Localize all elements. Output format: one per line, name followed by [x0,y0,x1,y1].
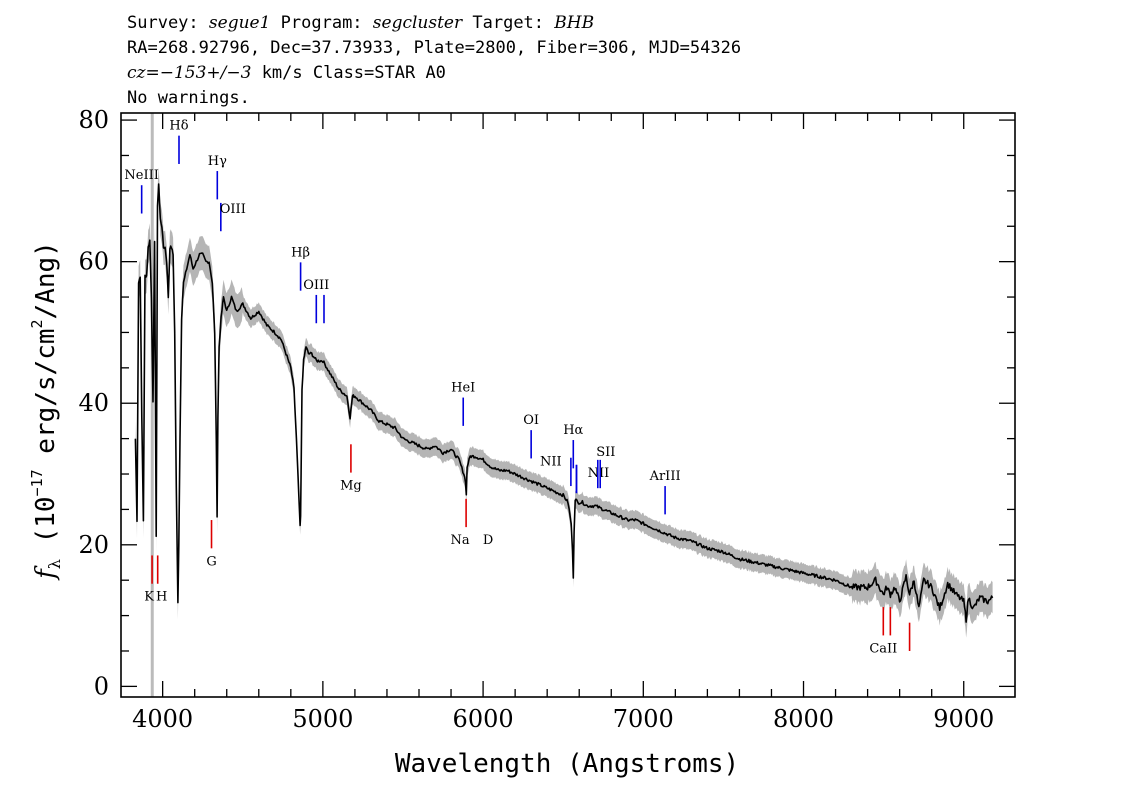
line-label-nii: NII [540,455,562,470]
line-label-hei: HeI [451,381,475,396]
program-label: Program: [280,13,363,33]
line-label-na: Na [451,533,470,548]
x-tick-label: 4000 [132,705,193,733]
plot-border [120,112,1016,698]
line-label-oiii: OIII [303,278,329,293]
axis-ticks: 4000 5000 6000 7000 8000 9000 0 20 40 60 80 [78,106,1015,733]
class-info: km/s Class=STAR A0 [251,63,446,83]
error-band [135,167,993,638]
x-axis-title: Wavelength (Angstroms) [395,749,739,779]
y-tick-label: 40 [78,389,109,417]
line-label-sii: SII [596,445,615,460]
y-tick-label: 20 [78,531,109,559]
x-tick-label: 8000 [773,705,834,733]
x-tick-label: 7000 [613,705,674,733]
program-value: segcluster [372,13,463,33]
survey-label: Survey: [127,13,199,33]
line-label-h: Hα [563,423,583,438]
target-label: Target: [472,13,545,33]
x-tick-label: 6000 [453,705,514,733]
line-marker-layer: NeIIIHδHγOIIIHβOIIIHeIOINIIHαNIISIIArIII… [124,119,911,656]
header-line-1: Survey: segue1 Program: segcluster Targe… [127,13,594,33]
line-label-h: H [156,590,167,605]
y-tick-label: 60 [78,248,109,276]
x-tick-label: 5000 [292,705,353,733]
line-label-h: Hδ [169,119,188,134]
y-axis-title: fλ (10−17 erg/s/cm2/Ang) [28,241,64,581]
error-band-layer [135,167,993,638]
line-label-g: G [206,554,216,569]
survey-value: segue1 [208,13,271,33]
line-label-oiii: OIII [220,202,246,217]
header-line-2: RA=268.92796, Dec=37.73933, Plate=2800, … [127,38,742,58]
y-tick-label: 80 [78,106,109,134]
x-tick-label: 9000 [933,705,994,733]
line-label-mg: Mg [340,479,362,494]
line-label-d: D [483,533,493,548]
target-value: BHB [554,13,595,33]
spectrum-layer [134,183,994,623]
line-label-k: K [144,590,154,605]
line-label-h: Hγ [208,154,227,169]
line-label-ariii: ArIII [649,469,681,484]
header-line-3: cz=−153+/−3 km/s Class=STAR A0 [127,63,446,83]
line-label-neiii: NeIII [124,168,158,183]
plot-frame [120,112,1016,698]
line-label-caii: CaII [869,641,897,656]
line-label-h: Hβ [291,245,310,260]
line-label-oi: OI [523,413,539,428]
header-line-4: No warnings. [127,88,250,108]
spectrum-line [134,183,994,623]
redshift-value: cz=−153+/−3 [127,63,252,83]
y-tick-label: 0 [94,672,109,700]
